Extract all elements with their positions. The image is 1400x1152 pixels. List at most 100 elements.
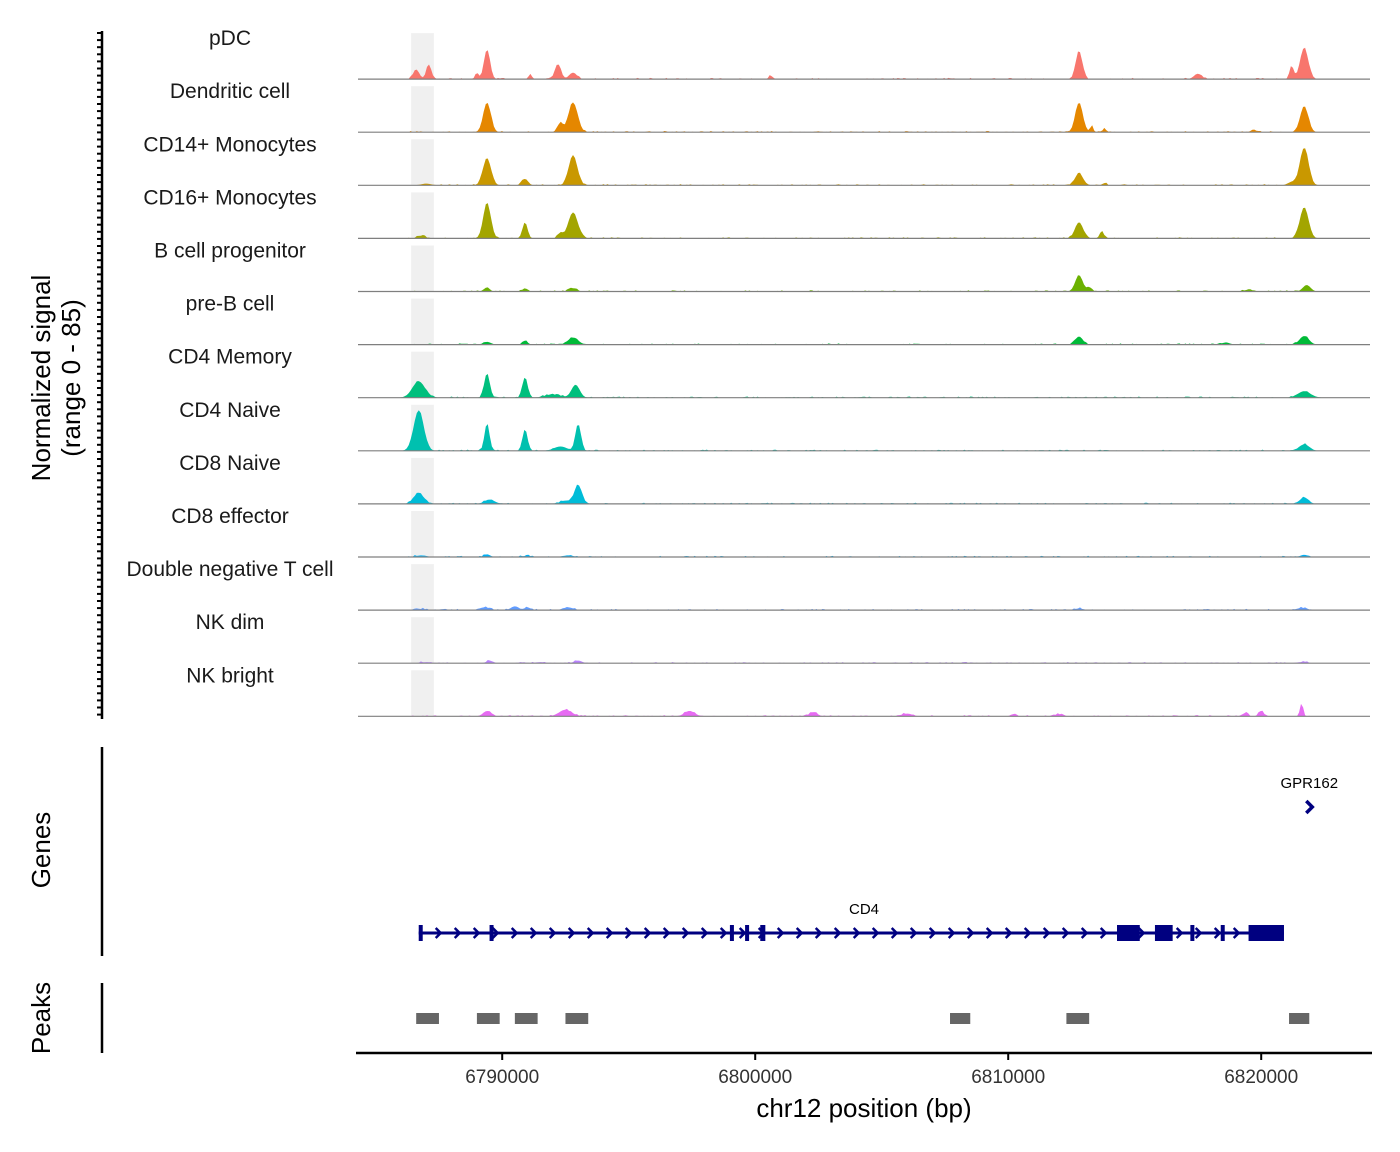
highlight-region <box>411 298 434 345</box>
strand-arrow-icon <box>1175 927 1184 939</box>
highlight-region <box>411 192 434 239</box>
strand-arrow-icon <box>1023 927 1032 939</box>
strand-arrow-icon <box>605 927 614 939</box>
x-tick-label: 6790000 <box>465 1067 539 1088</box>
strand-arrow-icon <box>1061 927 1070 939</box>
strand-arrow-icon <box>491 927 500 939</box>
peaks-track-label: Peaks <box>26 982 56 1054</box>
strand-arrow-icon <box>776 927 785 939</box>
peak-region <box>476 1013 500 1024</box>
track-label: pre-B cell <box>186 293 275 316</box>
y-axis-title-line2: (range 0 - 85) <box>56 299 86 457</box>
strand-arrow-icon <box>719 927 728 939</box>
exon <box>418 925 423 941</box>
strand-arrow-icon <box>1232 927 1241 939</box>
strand-arrow-icon <box>662 927 671 939</box>
track-label: B cell progenitor <box>154 240 306 263</box>
strand-arrow-icon <box>1080 927 1089 939</box>
strand-arrow-icon <box>890 927 899 939</box>
track-label: Double negative T cell <box>126 558 333 581</box>
signal-area-pre-b-cell <box>358 336 1370 345</box>
strand-arrow-icon <box>510 927 519 939</box>
strand-arrow-icon <box>1099 927 1108 939</box>
strand-arrow-icon <box>1213 927 1222 939</box>
peak-region <box>950 1013 971 1024</box>
strand-arrow-icon <box>472 927 481 939</box>
highlight-region <box>411 86 434 133</box>
track-label: NK bright <box>186 664 274 687</box>
strand-arrow-icon <box>814 927 823 939</box>
signal-area-pdc <box>358 47 1370 80</box>
highlight-region <box>411 511 434 557</box>
peak-region <box>416 1013 439 1024</box>
highlight-region <box>411 670 434 717</box>
exon <box>1154 925 1173 941</box>
strand-arrow-icon <box>453 927 462 939</box>
highlight-region <box>411 245 434 292</box>
x-tick-label: 6810000 <box>971 1067 1045 1088</box>
strand-arrow-icon <box>567 927 576 939</box>
strand-arrow-icon <box>1137 927 1146 939</box>
highlight-region <box>411 564 434 611</box>
strand-arrow-icon <box>1004 927 1013 939</box>
strand-arrow-icon <box>966 927 975 939</box>
signal-area-cd4-naive <box>358 410 1370 451</box>
strand-arrow-icon <box>643 927 652 939</box>
track-label: NK dim <box>196 611 265 634</box>
highlight-region <box>411 457 434 504</box>
strand-arrow-icon <box>700 927 709 939</box>
signal-area-cd14-monocytes <box>358 148 1370 186</box>
exon <box>1248 925 1284 941</box>
exon <box>760 925 766 941</box>
gene-label-gpr162: GPR162 <box>1281 775 1339 792</box>
track-label: Dendritic cell <box>170 80 290 103</box>
highlight-region <box>411 617 434 664</box>
strand-arrow-icon <box>1042 927 1051 939</box>
track-label: CD4 Memory <box>168 346 292 369</box>
signal-area-nk-bright <box>358 703 1370 717</box>
signal-area-cd4-memory <box>358 374 1370 398</box>
strand-arrow-icon <box>1305 799 1315 815</box>
strand-arrow-icon <box>624 927 633 939</box>
peak-region <box>1289 1013 1310 1024</box>
strand-arrow-icon <box>681 927 690 939</box>
signal-area-cd16-monocytes <box>358 203 1370 239</box>
strand-arrow-icon <box>852 927 861 939</box>
exon <box>1117 925 1140 941</box>
x-tick-label: 6800000 <box>718 1067 792 1088</box>
track-label: CD8 effector <box>171 505 289 528</box>
peak-region <box>1066 1013 1090 1024</box>
strand-arrow-icon <box>738 927 747 939</box>
exon <box>729 925 734 941</box>
exon <box>1220 925 1225 941</box>
strand-arrow-icon <box>1194 927 1203 939</box>
signal-area-b-cell-progenitor <box>358 275 1370 292</box>
track-label: CD4 Naive <box>179 399 281 422</box>
x-axis-title: chr12 position (bp) <box>756 1093 971 1123</box>
highlight-region <box>411 139 434 186</box>
strand-arrow-icon <box>529 927 538 939</box>
signal-area-cd8-naive <box>358 484 1370 504</box>
x-tick-label: 6820000 <box>1224 1067 1298 1088</box>
exon <box>1190 925 1195 941</box>
exon <box>745 925 750 941</box>
strand-arrow-icon <box>548 927 557 939</box>
strand-arrow-icon <box>947 927 956 939</box>
signal-area-cd8-effector <box>358 554 1370 557</box>
peak-region <box>514 1013 538 1024</box>
track-label: CD8 Naive <box>179 452 281 475</box>
strand-arrow-icon <box>871 927 880 939</box>
strand-arrow-icon <box>434 927 443 939</box>
genes-track-label: Genes <box>26 812 56 889</box>
track-label: CD16+ Monocytes <box>143 186 316 209</box>
y-axis-title-line1: Normalized signal <box>26 275 56 482</box>
track-label: pDC <box>209 27 251 50</box>
strand-arrow-icon <box>985 927 994 939</box>
exon <box>489 925 494 941</box>
strand-arrow-icon <box>586 927 595 939</box>
strand-arrow-icon <box>833 927 842 939</box>
signal-area-dendritic-cell <box>358 102 1370 133</box>
track-label: CD14+ Monocytes <box>143 133 316 156</box>
strand-arrow-icon <box>909 927 918 939</box>
